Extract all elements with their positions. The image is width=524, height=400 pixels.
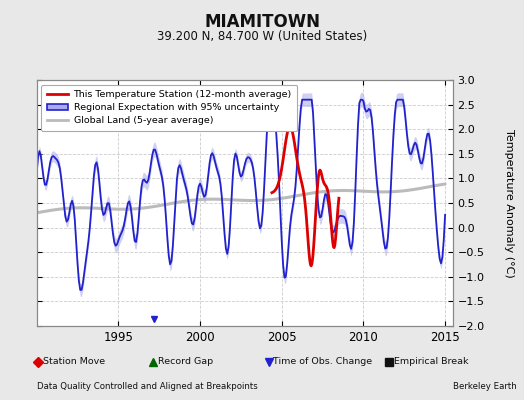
- Legend: This Temperature Station (12-month average), Regional Expectation with 95% uncer: This Temperature Station (12-month avera…: [41, 85, 298, 131]
- Text: 39.200 N, 84.700 W (United States): 39.200 N, 84.700 W (United States): [157, 30, 367, 43]
- Text: Berkeley Earth: Berkeley Earth: [453, 382, 517, 391]
- Text: Empirical Break: Empirical Break: [388, 358, 468, 366]
- Text: Record Gap: Record Gap: [152, 358, 213, 366]
- Text: Time of Obs. Change: Time of Obs. Change: [267, 358, 373, 366]
- Text: Data Quality Controlled and Aligned at Breakpoints: Data Quality Controlled and Aligned at B…: [37, 382, 257, 391]
- Text: Station Move: Station Move: [37, 358, 105, 366]
- Y-axis label: Temperature Anomaly (°C): Temperature Anomaly (°C): [504, 129, 514, 277]
- Text: MIAMITOWN: MIAMITOWN: [204, 13, 320, 31]
